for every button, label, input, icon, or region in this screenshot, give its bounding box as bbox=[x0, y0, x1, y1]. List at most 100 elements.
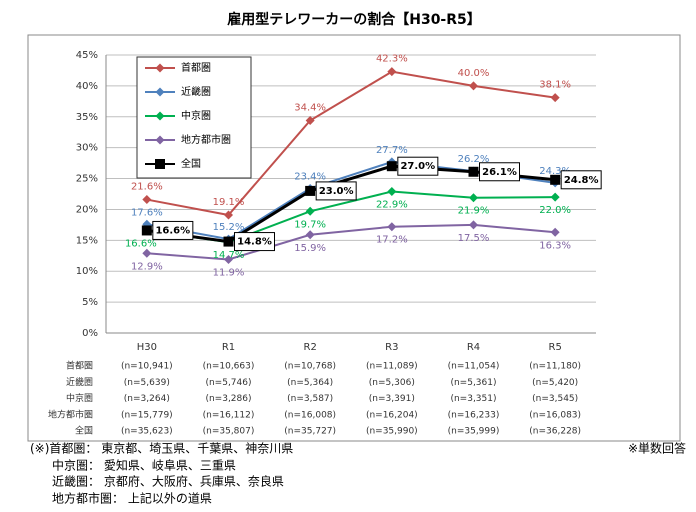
data-point bbox=[387, 67, 397, 77]
note: 中京圏： 愛知県、岐阜県、三重県 bbox=[52, 458, 236, 473]
x-tick-label: R4 bbox=[467, 342, 480, 353]
label-box bbox=[560, 170, 602, 190]
data-point bbox=[305, 230, 315, 240]
side-note: ※単数回答 bbox=[628, 441, 686, 456]
table-cell: (n=35,623) bbox=[121, 427, 173, 437]
note: 近畿圏： 京都府、大阪府、兵庫県、奈良県 bbox=[52, 474, 284, 489]
data-point bbox=[550, 174, 561, 185]
y-tick-label: 25% bbox=[76, 174, 98, 185]
label-box bbox=[397, 156, 439, 176]
table-cell: (n=5,361) bbox=[450, 378, 496, 388]
table-cell: (n=5,420) bbox=[532, 378, 578, 388]
data-label: 38.1% bbox=[539, 80, 571, 91]
label-box bbox=[315, 181, 357, 201]
data-point bbox=[469, 81, 478, 91]
data-label: 21.6% bbox=[131, 182, 163, 193]
table-cell: (n=3,391) bbox=[369, 394, 415, 404]
legend-label: 首都圏 bbox=[181, 61, 211, 74]
table-cell: (n=5,639) bbox=[124, 378, 170, 388]
data-label: 40.0% bbox=[458, 68, 490, 79]
table-cell: (n=3,286) bbox=[205, 394, 251, 404]
y-tick-label: 15% bbox=[76, 235, 98, 246]
y-tick-label: 5% bbox=[82, 297, 98, 308]
table-cell: (n=3,587) bbox=[287, 394, 333, 404]
data-label: 11.9% bbox=[213, 267, 245, 278]
table-cell: (n=11,180) bbox=[529, 362, 581, 372]
table-cell: (n=3,351) bbox=[450, 394, 496, 404]
table-cell: (n=35,727) bbox=[284, 427, 336, 437]
table-cell: (n=16,083) bbox=[529, 410, 581, 420]
data-point bbox=[387, 222, 397, 232]
data-label: 19.1% bbox=[213, 197, 245, 208]
data-point bbox=[468, 166, 479, 177]
data-point bbox=[386, 161, 397, 172]
table-cell: (n=5,364) bbox=[287, 378, 333, 388]
y-tick-label: 30% bbox=[76, 143, 98, 154]
data-label: 24.3% bbox=[539, 166, 571, 177]
x-tick-label: R5 bbox=[549, 342, 562, 353]
label-box bbox=[479, 162, 520, 182]
data-label: 26.1% bbox=[482, 167, 517, 178]
legend-label: 中京圏 bbox=[181, 109, 211, 122]
data-point bbox=[550, 93, 560, 103]
y-tick-label: 35% bbox=[76, 112, 98, 123]
series-line bbox=[146, 70, 556, 217]
chart-title: 雇用型テレワーカーの割合【H30-R5】 bbox=[227, 11, 481, 28]
legend-marker bbox=[155, 135, 165, 145]
data-label: 22.9% bbox=[376, 200, 408, 211]
table-cell: (n=16,112) bbox=[203, 410, 255, 420]
data-point bbox=[469, 220, 478, 230]
data-label: 15.9% bbox=[294, 243, 326, 254]
data-point bbox=[224, 254, 233, 264]
y-tick-label: 0% bbox=[82, 328, 98, 339]
legend-marker bbox=[155, 87, 165, 97]
data-point bbox=[387, 187, 397, 197]
legend-marker bbox=[155, 111, 165, 121]
table-cell: (n=16,233) bbox=[448, 410, 500, 420]
legend-label: 地方都市圏 bbox=[181, 133, 231, 146]
table-cell: (n=16,204) bbox=[366, 410, 418, 420]
data-label: 12.9% bbox=[131, 261, 163, 272]
legend-marker bbox=[155, 159, 165, 169]
table-cell: (n=16,008) bbox=[284, 410, 336, 420]
legend-label: 近畿圏 bbox=[181, 85, 211, 98]
series-line bbox=[146, 223, 556, 261]
table-cell: (n=3,545) bbox=[532, 394, 578, 404]
table-cell: (n=5,746) bbox=[205, 378, 251, 388]
data-label: 42.3% bbox=[376, 54, 408, 65]
data-point bbox=[142, 195, 152, 205]
data-point bbox=[550, 227, 560, 237]
data-label: 17.5% bbox=[458, 233, 490, 244]
data-label: 21.9% bbox=[458, 206, 490, 217]
x-tick-label: H30 bbox=[137, 342, 157, 353]
data-label: 19.7% bbox=[294, 219, 326, 230]
table-cell: (n=35,990) bbox=[366, 427, 418, 437]
table-row-label: 近畿圏 bbox=[66, 376, 93, 388]
data-label: 16.6% bbox=[155, 225, 190, 236]
data-label: 27.7% bbox=[376, 145, 408, 156]
data-label: 22.0% bbox=[539, 205, 571, 216]
data-label: 17.2% bbox=[376, 235, 408, 246]
table-row-label: 地方都市圏 bbox=[48, 408, 93, 420]
table-cell: (n=10,941) bbox=[121, 362, 173, 372]
table-cell: (n=11,089) bbox=[366, 362, 418, 372]
data-label: 26.2% bbox=[458, 154, 490, 165]
data-label: 17.6% bbox=[131, 207, 163, 218]
data-point bbox=[305, 185, 316, 196]
table-cell: (n=3,264) bbox=[124, 394, 170, 404]
data-label: 14.8% bbox=[237, 237, 272, 248]
legend-marker bbox=[155, 63, 165, 73]
data-point bbox=[305, 206, 315, 216]
data-label: 24.8% bbox=[564, 175, 599, 186]
table-row-label: 全国 bbox=[75, 425, 93, 437]
label-box bbox=[234, 232, 275, 252]
data-point bbox=[305, 115, 315, 125]
table-cell: (n=35,807) bbox=[203, 427, 255, 437]
table-cell: (n=35,999) bbox=[448, 427, 500, 437]
data-label: 27.0% bbox=[400, 161, 435, 172]
data-label: 23.0% bbox=[319, 186, 354, 197]
data-point bbox=[469, 193, 478, 203]
data-label: 23.4% bbox=[294, 171, 326, 182]
